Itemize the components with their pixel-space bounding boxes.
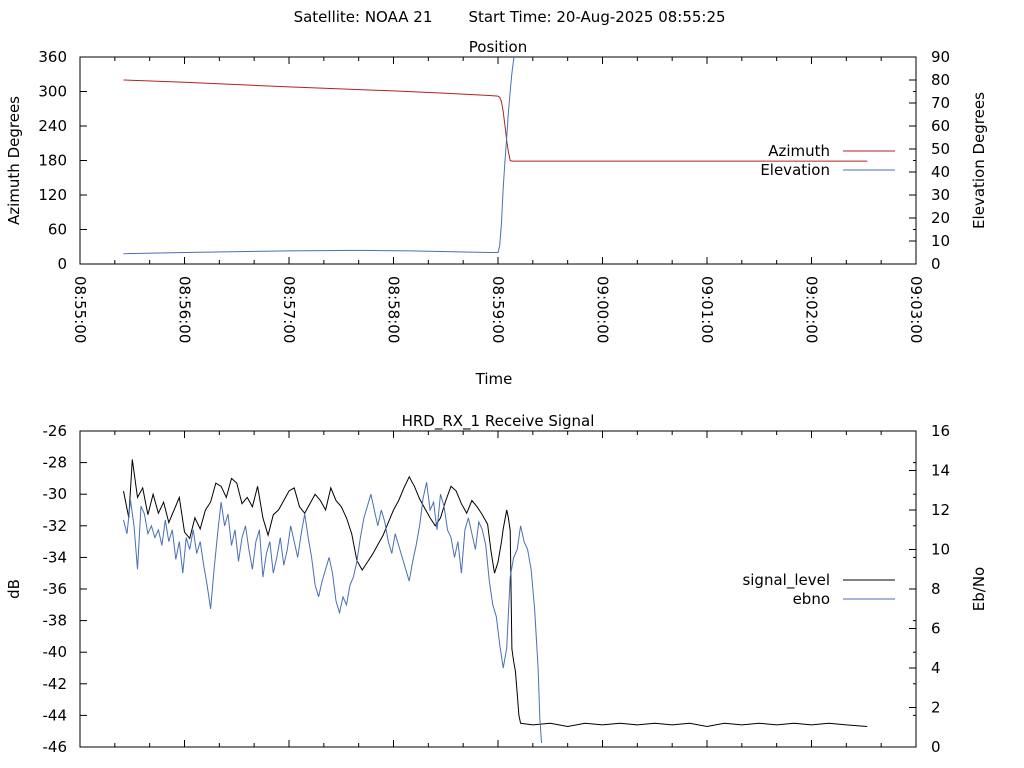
y-tick-label: -28 [43,454,68,472]
legend-label: signal_level [742,571,830,590]
y-tick-label: -26 [43,422,68,440]
series-line-signal-level [123,459,868,728]
x-tick-label: 08:55:00 [71,276,89,343]
chart-title: HRD_RX_1 Receive Signal [402,412,595,431]
legend-label: Elevation [760,161,830,179]
y2-tick-label: 20 [931,209,950,227]
y2-tick-label: 80 [931,71,950,89]
y-tick-label: -46 [43,738,68,756]
y-tick-label: -40 [43,643,68,661]
y2-axis-label: Eb/No [970,567,988,611]
y2-tick-label: 50 [931,140,950,158]
x-tick-label: 08:59:00 [489,276,507,343]
chart-title: Position [469,38,527,56]
x-tick-label: 08:57:00 [280,276,298,343]
y-axis-label: Azimuth Degrees [5,96,23,225]
x-tick-label: 09:00:00 [594,276,612,343]
header-start-time: Start Time: 20-Aug-2025 08:55:25 [468,8,725,26]
y2-tick-label: 70 [931,94,950,112]
y-tick-label: 300 [38,83,67,101]
legend-label: ebno [793,590,830,608]
y-tick-label: -42 [43,675,68,693]
x-axis-label: Time [475,370,513,388]
y-tick-label: 360 [38,48,67,66]
y-axis-label: dB [5,579,23,599]
y2-tick-label: 60 [931,117,950,135]
y-tick-label: 60 [48,221,67,239]
y2-tick-label: 40 [931,163,950,181]
y2-tick-label: 10 [931,232,950,250]
header-satellite: Satellite: NOAA 21 [294,8,433,26]
y-tick-label: -32 [43,517,68,535]
series-line-elevation [123,57,515,255]
series-line-azimuth [123,79,868,162]
y2-tick-label: 12 [931,501,950,519]
x-tick-label: 09:02:00 [803,276,821,343]
x-tick-label: 08:56:00 [176,276,194,343]
y-tick-label: -34 [43,548,68,566]
y-tick-label: 240 [38,117,67,135]
y-tick-label: -36 [43,580,68,598]
series-line-ebno [123,482,542,744]
position-panel: Position 0 60 120 180 240 300 360 0 10 20 30 40 50 60 7… [5,38,988,388]
y-tick-label: 0 [57,255,67,273]
y2-tick-label: 0 [931,255,941,273]
y-tick-label: 120 [38,186,67,204]
x-tick-label: 08:58:00 [385,276,403,343]
y-tick-label: -30 [43,485,68,503]
x-tick-label: 09:01:00 [698,276,716,343]
y-tick-label: -38 [43,612,68,630]
receive-signal-panel: HRD_RX_1 Receive Signal -26 -28 -30 -32 -34 -3… [5,412,988,756]
y2-tick-label: 8 [931,580,941,598]
y2-tick-label: 90 [931,48,950,66]
x-tick-label: 09:03:00 [907,276,925,343]
y2-tick-label: 0 [931,738,941,756]
y2-tick-label: 4 [931,659,941,677]
legend-label: Azimuth [768,142,830,160]
y2-tick-label: 14 [931,462,950,480]
plot-frame [79,430,917,748]
y2-tick-label: 16 [931,422,950,440]
y2-axis-label: Elevation Degrees [970,92,988,229]
y2-tick-label: 6 [931,620,941,638]
y2-tick-label: 10 [931,541,950,559]
y2-tick-label: 2 [931,699,941,717]
y-tick-label: -44 [43,706,68,724]
y2-tick-label: 30 [931,186,950,204]
y-tick-label: 180 [38,152,67,170]
